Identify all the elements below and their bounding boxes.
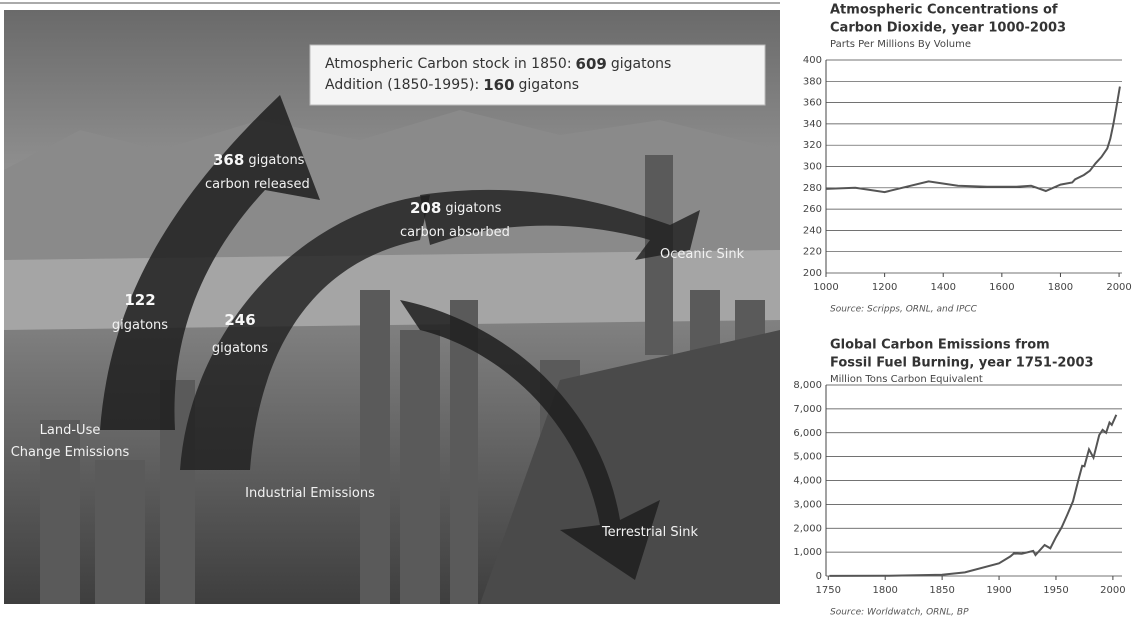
box-value: 160 xyxy=(483,76,514,94)
y-tick-label: 2,000 xyxy=(793,523,822,534)
x-tick-label: 1950 xyxy=(1043,585,1068,596)
y-tick-label: 260 xyxy=(803,204,822,215)
x-tick-label: 1400 xyxy=(931,282,956,293)
chart-title: Global Carbon Emissions from xyxy=(830,338,1050,353)
photo-text: 122 xyxy=(124,291,155,309)
source-label: Land-Use xyxy=(40,423,101,438)
y-tick-label: 6,000 xyxy=(793,428,822,439)
photo-text: 246 xyxy=(224,311,255,329)
y-tick-label: 7,000 xyxy=(793,404,822,415)
value-label: 122 xyxy=(124,291,155,309)
box-text: Atmospheric Carbon stock in 1850: xyxy=(325,56,572,72)
chart-subtitle: Parts Per Millions By Volume xyxy=(830,39,971,50)
value-label: 368 xyxy=(213,151,244,169)
chart-subtitle: Million Tons Carbon Equivalent xyxy=(830,374,983,385)
photo xyxy=(4,10,780,604)
unit-label: gigatons xyxy=(445,201,501,216)
chart-title: Fossil Fuel Burning, year 1751-2003 xyxy=(830,356,1094,371)
y-tick-label: 240 xyxy=(803,225,822,236)
y-tick-label: 1,000 xyxy=(793,547,822,558)
y-tick-label: 8,000 xyxy=(793,380,822,391)
unit-label: gigatons xyxy=(248,153,304,168)
x-tick-label: 1900 xyxy=(986,585,1011,596)
photo-text: Oceanic Sink xyxy=(660,247,745,262)
data-line xyxy=(825,86,1121,194)
photo-text: 208 gigatons xyxy=(410,199,502,217)
x-tick-label: 1600 xyxy=(989,282,1014,293)
photo-text: Terrestrial Sink xyxy=(601,525,699,540)
chart-source: Source: Scripps, ORNL, and IPCC xyxy=(830,305,978,315)
photo-text: Industrial Emissions xyxy=(245,486,375,501)
y-tick-label: 220 xyxy=(803,247,822,258)
x-tick-label: 1200 xyxy=(872,282,897,293)
source-label: Industrial Emissions xyxy=(245,486,375,501)
y-tick-label: 200 xyxy=(803,268,822,279)
photo-text: Atmospheric Carbon stock in 1850: 609 giga… xyxy=(325,55,671,73)
photo-text: carbon absorbed xyxy=(400,225,510,240)
y-tick-label: 360 xyxy=(803,98,822,109)
chart-source: Source: Worldwatch, ORNL, BP xyxy=(830,608,969,618)
sink-label: Oceanic Sink xyxy=(660,247,745,262)
y-tick-label: 3,000 xyxy=(793,499,822,510)
box-value: 609 xyxy=(576,55,607,73)
sink-label: Terrestrial Sink xyxy=(601,525,699,540)
y-tick-label: 300 xyxy=(803,162,822,173)
data-line xyxy=(829,414,1118,577)
chart-title: Carbon Dioxide, year 1000-2003 xyxy=(830,21,1066,36)
y-tick-label: 320 xyxy=(803,140,822,151)
unit-label: gigatons xyxy=(112,318,168,333)
unit-label: gigatons xyxy=(212,341,268,356)
y-tick-label: 5,000 xyxy=(793,452,822,463)
photo-text: gigatons xyxy=(212,341,268,356)
y-tick-label: 0 xyxy=(816,571,822,582)
y-tick-label: 280 xyxy=(803,183,822,194)
x-tick-label: 1000 xyxy=(813,282,838,293)
y-tick-label: 380 xyxy=(803,76,822,87)
x-tick-label: 1750 xyxy=(816,585,841,596)
box-unit: gigatons xyxy=(519,77,579,93)
photo-text: Addition (1850-1995): 160 gigatons xyxy=(325,76,579,94)
value-label: 246 xyxy=(224,311,255,329)
y-tick-label: 4,000 xyxy=(793,476,822,487)
x-tick-label: 1800 xyxy=(872,585,897,596)
photo-text: gigatons xyxy=(112,318,168,333)
value-label: 208 xyxy=(410,199,441,217)
y-tick-label: 340 xyxy=(803,119,822,130)
chart-title: Atmospheric Concentrations of xyxy=(830,3,1058,18)
box-text: Addition (1850-1995): xyxy=(325,77,479,93)
source-label: Change Emissions xyxy=(11,445,130,460)
y-tick-label: 400 xyxy=(803,55,822,66)
x-tick-label: 2000 xyxy=(1100,585,1125,596)
flow-label: carbon released xyxy=(205,177,310,192)
x-tick-label: 1850 xyxy=(929,585,954,596)
x-tick-label: 1800 xyxy=(1048,282,1073,293)
photo-text: Land-Use xyxy=(40,423,101,438)
flow-label: carbon absorbed xyxy=(400,225,510,240)
photo-text: carbon released xyxy=(205,177,310,192)
photo-text: Change Emissions xyxy=(11,445,130,460)
photo-text: 368 gigatons xyxy=(213,151,305,169)
x-tick-label: 2000 xyxy=(1106,282,1131,293)
box-unit: gigatons xyxy=(611,56,671,72)
